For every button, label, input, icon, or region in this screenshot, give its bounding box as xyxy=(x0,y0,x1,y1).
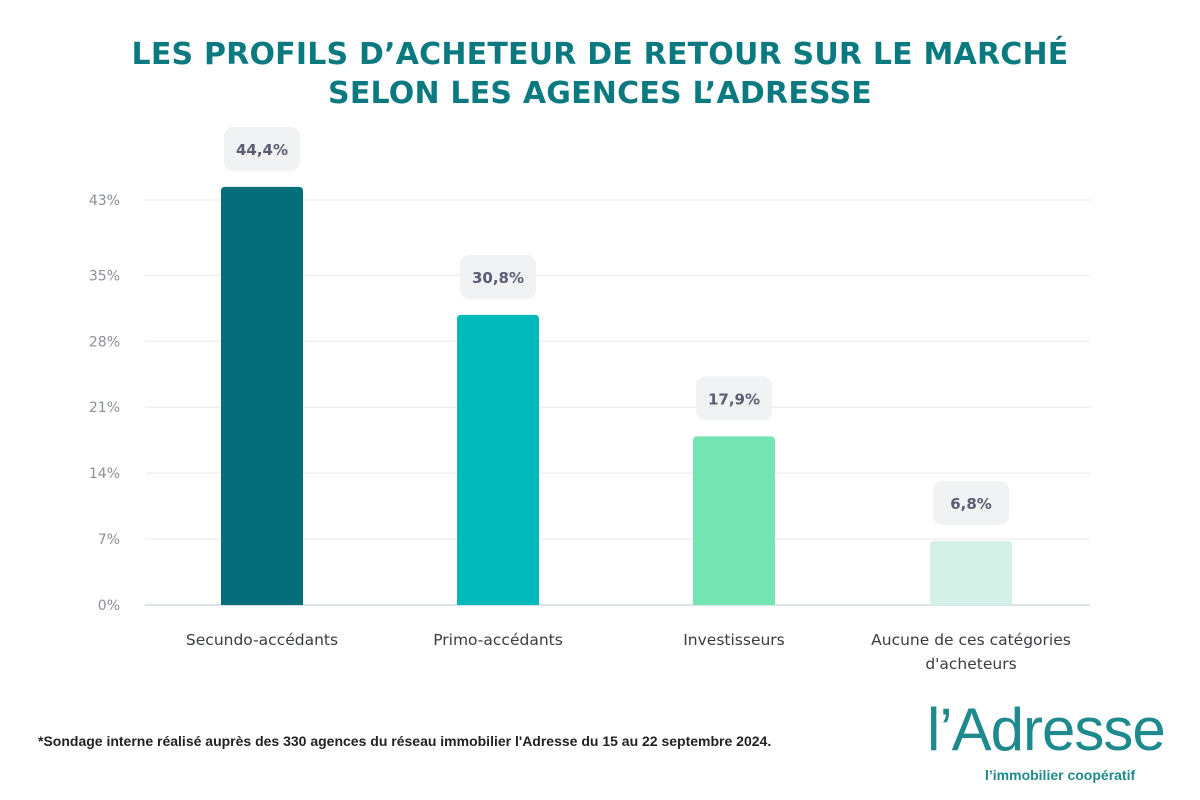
data-label: 6,8% xyxy=(950,495,992,513)
y-tick-label: 28% xyxy=(89,334,120,350)
data-label-bubble xyxy=(933,480,1009,525)
x-tick-label: Aucune de ces catégories xyxy=(871,631,1071,649)
footnote: *Sondage interne réalisé auprès des 330 … xyxy=(38,733,772,749)
x-tick-label: Secundo-accédants xyxy=(186,631,338,649)
bar xyxy=(693,436,775,605)
chart-title-line-1: LES PROFILS D’ACHETEUR DE RETOUR SUR LE … xyxy=(131,37,1069,72)
y-tick-label: 0% xyxy=(98,598,120,614)
bar-chart: 0% 7% 14% 21% 28% 35% 43% 44,4% Secundo-accédant… xyxy=(89,126,1090,673)
logo-tagline: l’immobilier coopératif xyxy=(985,767,1136,783)
ladresse-logo: l’Adresse l’immobilier coopératif xyxy=(925,700,1175,795)
x-tick-label: Primo-accédants xyxy=(433,631,563,649)
data-label-bubble xyxy=(696,376,772,421)
y-tick-label: 7% xyxy=(98,532,120,548)
logo-wordmark: l’Adresse xyxy=(927,696,1166,763)
y-tick-label: 21% xyxy=(89,400,120,416)
bar xyxy=(221,186,303,605)
bar xyxy=(457,314,539,605)
x-tick-label: Investisseurs xyxy=(683,631,785,649)
data-label: 44,4% xyxy=(236,141,288,159)
data-label-bubble xyxy=(224,126,300,171)
y-tick-label: 43% xyxy=(89,193,120,209)
data-label-bubble xyxy=(460,254,536,299)
y-tick-label: 35% xyxy=(89,268,120,284)
x-tick-label: d'acheteurs xyxy=(925,655,1016,673)
data-label: 30,8% xyxy=(472,269,524,287)
chart-title-line-2: SELON LES AGENCES L’ADRESSE xyxy=(328,76,872,111)
data-label: 17,9% xyxy=(708,390,760,408)
y-tick-label: 14% xyxy=(89,466,120,482)
bar xyxy=(930,540,1012,605)
